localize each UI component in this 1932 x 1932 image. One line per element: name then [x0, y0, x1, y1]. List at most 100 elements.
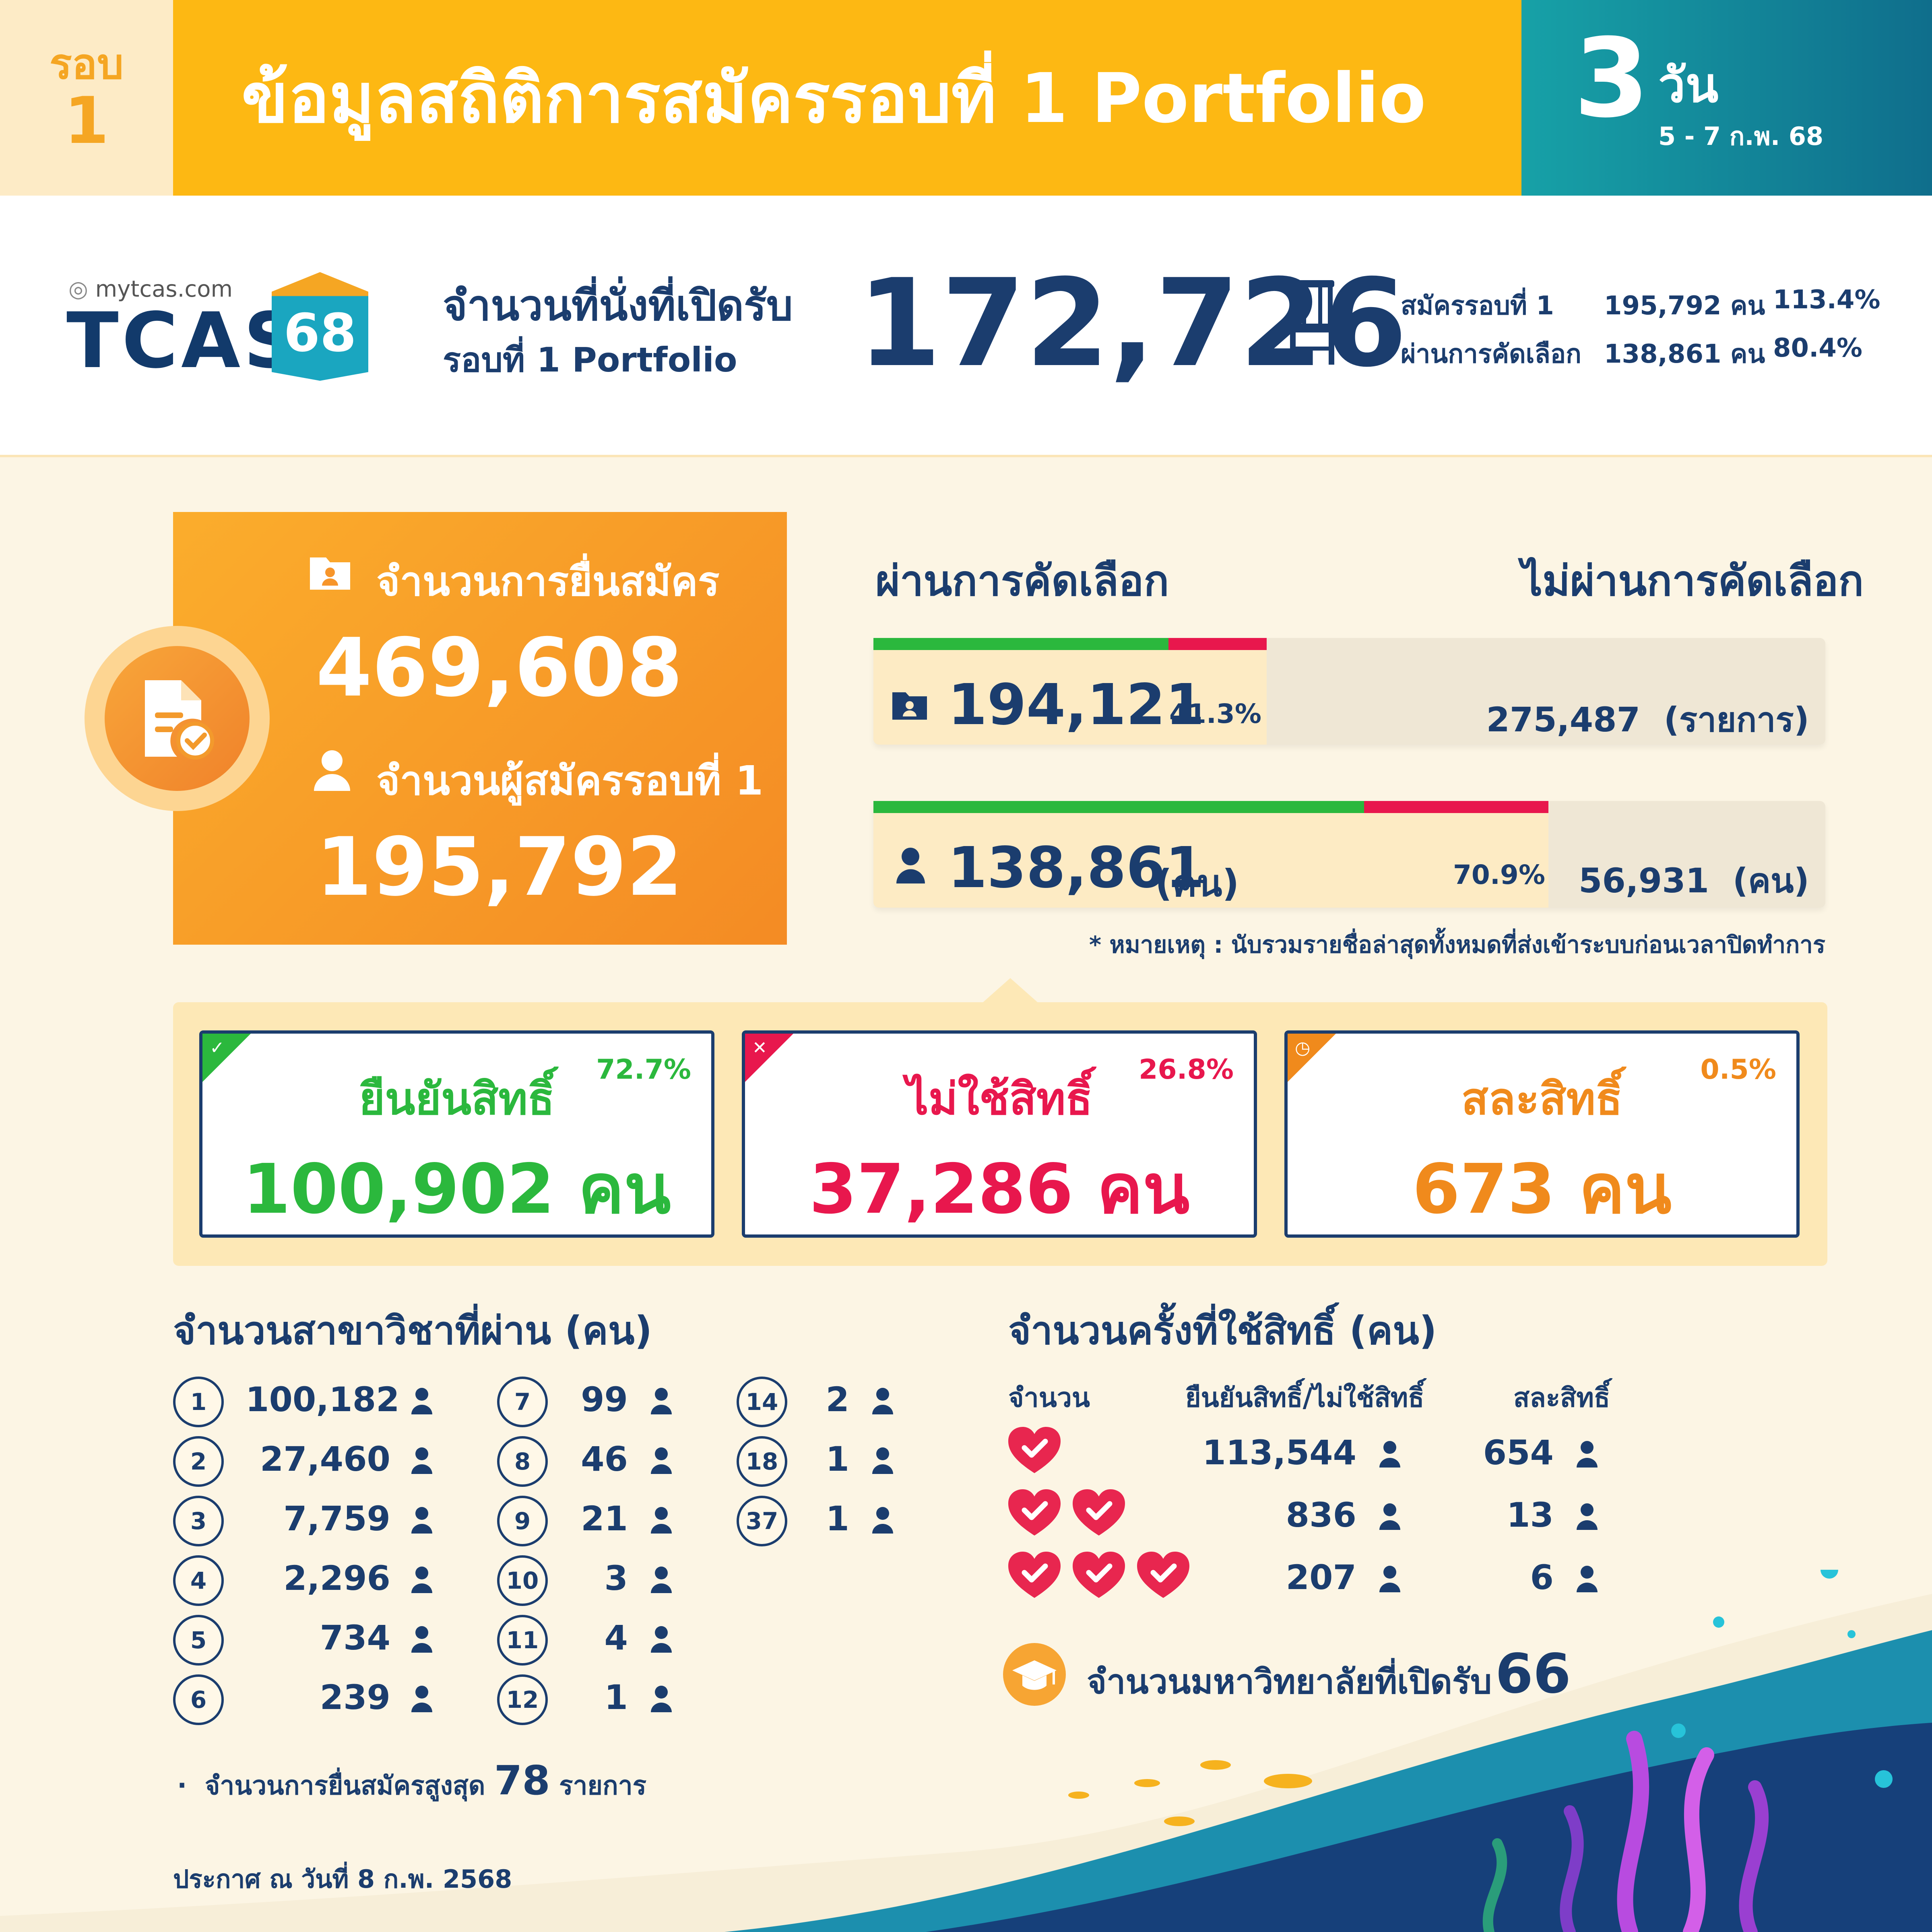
x-icon: ✕ — [752, 1038, 767, 1058]
universities-stat: จำนวนมหาวิทยาลัยที่เปิดรับ 66 — [1002, 1642, 1606, 1711]
applications-label: จำนวนการยื่นสมัคร — [376, 558, 720, 605]
person-icon — [872, 1507, 893, 1534]
applications-result-bar: 194,121 41.3% 275,487 (รายการ) — [873, 638, 1825, 745]
usage-col-confirm: ยืนยันสิทธิ์/ไม่ใช้สิทธิ์ — [1185, 1382, 1424, 1413]
days-badge: 3 วัน 5 - 7 ก.พ. 68 — [1521, 0, 1932, 196]
usage-col-count: จำนวน — [1008, 1382, 1090, 1413]
count-circle: 4 — [173, 1555, 224, 1606]
status-title: ไม่ใช้สิทธิ์ — [906, 1073, 1093, 1125]
page-title: ข้อมูลสถิติการสมัครรอบที่ 1 Portfolio — [242, 59, 1426, 138]
announce-date: ประกาศ ณ วันที่ 8 ก.พ. 2568 — [173, 1864, 512, 1894]
person-icon — [411, 1626, 432, 1653]
pass-fill — [873, 638, 1267, 745]
major-count-value: 4 — [604, 1618, 628, 1657]
applied-stat-count: 195,792 คน — [1604, 291, 1765, 321]
document-check-icon — [145, 680, 214, 760]
seats-label-line1: จำนวนที่นั่งที่เปิดรับ — [443, 281, 793, 330]
person-icon — [872, 1447, 893, 1474]
count-circle: 18 — [737, 1436, 787, 1487]
count-circle: 12 — [497, 1674, 548, 1725]
pass-fill — [873, 801, 1548, 908]
footnote: * หมายเหตุ : นับรวมรายชื่อล่าสุดทั้งหมดท… — [1089, 931, 1825, 958]
universities-label: จำนวนมหาวิทยาลัยที่เปิดรับ — [1087, 1662, 1492, 1701]
heart-check-icon — [1073, 1489, 1125, 1536]
pass-percent: 41.3% — [1169, 698, 1261, 729]
brand-logo-number: 68 — [283, 302, 357, 363]
person-icon — [411, 1507, 432, 1534]
applications-value: 469,608 — [316, 621, 683, 715]
fail-value: 275,487 (รายการ) — [1486, 700, 1809, 739]
pass-heading: ผ่านการคัดเลือก — [875, 556, 1169, 605]
passed-stat-label: ผ่านการคัดเลือก — [1401, 339, 1581, 369]
status-card-declined: ✕ 26.8% ไม่ใช้สิทธิ์ 37,286 คน — [742, 1030, 1257, 1238]
brand-site: ◎ mytcas.com — [68, 276, 233, 302]
status-card-waived: ◷ 0.5% สละสิทธิ์ 673 คน — [1284, 1030, 1800, 1238]
usage-waive-value: 6 — [1530, 1558, 1554, 1597]
heart-check-icon — [1073, 1552, 1125, 1598]
applied-stat-label: สมัครรอบที่ 1 — [1401, 291, 1554, 321]
pass-value: 194,121 — [948, 672, 1205, 738]
heart-check-icon — [1008, 1427, 1061, 1473]
majors-heading: จำนวนสาขาวิชาที่ผ่าน (คน) — [173, 1308, 652, 1353]
person-icon — [1577, 1441, 1598, 1468]
major-count-value: 1 — [604, 1678, 628, 1717]
count-circle: 9 — [497, 1496, 548, 1546]
person-icon — [651, 1388, 672, 1414]
person-icon — [411, 1388, 432, 1414]
passed-stat-percent: 80.4% — [1773, 333, 1863, 363]
confirm-segment — [873, 801, 1364, 813]
applied-stat-percent: 113.4% — [1773, 285, 1880, 315]
brand-logo-box — [272, 272, 368, 381]
seats-label-line2: รอบที่ 1 Portfolio — [443, 340, 737, 380]
heart-check-icon — [1008, 1489, 1061, 1536]
status-value: 100,902 คน — [243, 1150, 671, 1229]
heart-check-icon — [1137, 1552, 1189, 1598]
status-corner — [202, 1034, 251, 1082]
count-circle: 1 — [173, 1377, 224, 1427]
passed-stat-count: 138,861 คน — [1604, 339, 1765, 369]
person-icon — [651, 1626, 672, 1653]
brand-logo-text: TCAS — [66, 296, 302, 385]
universities-value: 66 — [1495, 1642, 1571, 1705]
count-circle: 10 — [497, 1555, 548, 1606]
count-circle: 8 — [497, 1436, 548, 1487]
fail-heading: ไม่ผ่านการคัดเลือก — [1521, 556, 1864, 605]
decline-segment — [1168, 638, 1267, 650]
person-icon — [1577, 1503, 1598, 1530]
applicants-value: 195,792 — [316, 820, 683, 914]
seats-band: ◎ mytcas.com TCAS 68 จำนวนที่นั่งที่เปิด… — [0, 196, 1932, 457]
applicants-result-bar: 138,861 (คน) 70.9% 56,931 (คน) — [873, 801, 1825, 908]
major-count-value: 2 — [826, 1380, 849, 1419]
major-count-value: 100,182 — [246, 1380, 400, 1419]
person-icon — [411, 1567, 432, 1593]
person-icon — [651, 1447, 672, 1474]
usage-heading: จำนวนครั้งที่ใช้สิทธิ์ (คน) — [1008, 1308, 1437, 1353]
major-count-value: 1 — [826, 1439, 849, 1479]
heart-check-icon — [1008, 1552, 1061, 1598]
major-count-value: 239 — [320, 1678, 390, 1717]
person-icon — [1379, 1503, 1400, 1530]
count-circle: 37 — [737, 1496, 787, 1546]
user-icon — [314, 750, 350, 791]
chair-icon — [1286, 280, 1338, 365]
person-icon — [651, 1686, 672, 1712]
usage-confirm-value: 836 — [1286, 1495, 1356, 1535]
person-icon — [1379, 1441, 1400, 1468]
status-title: ยืนยันสิทธิ์ — [359, 1073, 555, 1125]
user-icon — [896, 848, 925, 883]
days-unit: วัน — [1658, 58, 1719, 114]
days-number: 3 — [1574, 15, 1649, 142]
person-icon — [1577, 1566, 1598, 1592]
max-applications: · จำนวนการยื่นสมัครสูงสุด 78 รายการ — [177, 1757, 647, 1804]
count-circle: 3 — [173, 1496, 224, 1546]
status-value: 37,286 คน — [809, 1150, 1190, 1229]
sea-decoration — [0, 1570, 1932, 1932]
count-circle: 7 — [497, 1377, 548, 1427]
major-count-value: 7,759 — [283, 1499, 390, 1538]
usage-waive-value: 13 — [1507, 1495, 1554, 1535]
graduation-cap-icon — [1003, 1643, 1066, 1706]
usage-confirm-value: 113,544 — [1202, 1433, 1356, 1472]
pass-value: 138,861 — [948, 835, 1205, 901]
title-bar: ข้อมูลสถิติการสมัครรอบที่ 1 Portfolio — [173, 0, 1521, 196]
applications-card — [173, 512, 787, 945]
